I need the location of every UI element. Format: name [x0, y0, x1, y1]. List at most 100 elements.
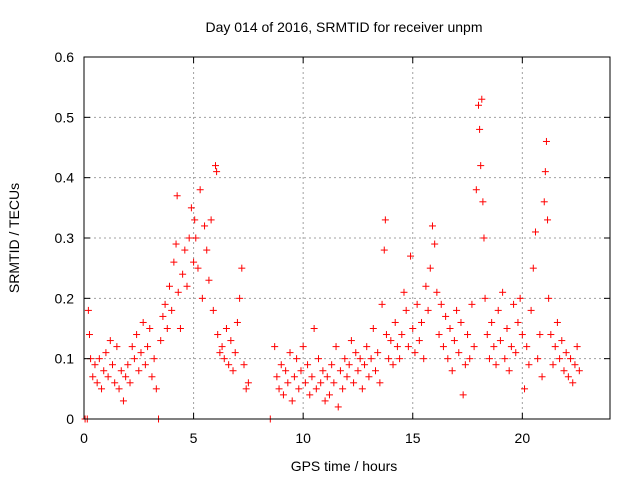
data-point — [279, 391, 287, 399]
data-point — [297, 367, 305, 375]
data-point — [371, 367, 379, 375]
data-point — [418, 318, 426, 326]
data-point — [354, 367, 362, 375]
data-point — [214, 331, 222, 339]
data-point — [516, 294, 524, 302]
data-point — [459, 391, 467, 399]
x-tick-label: 5 — [190, 430, 198, 446]
data-point — [367, 355, 375, 363]
data-point — [161, 300, 169, 308]
x-axis-ticks: 0 5 10 15 20 — [80, 57, 530, 446]
data-point — [130, 355, 138, 363]
data-point — [299, 343, 307, 351]
data-point — [271, 343, 279, 351]
data-point — [391, 318, 399, 326]
data-point — [205, 276, 213, 284]
data-point — [531, 228, 539, 236]
data-point — [428, 222, 436, 230]
data-point — [485, 355, 493, 363]
data-point — [472, 186, 480, 194]
data-point — [361, 361, 369, 369]
data-point — [203, 246, 211, 254]
data-point — [146, 325, 154, 332]
data-point — [163, 325, 171, 332]
data-point — [448, 367, 456, 375]
data-point — [538, 373, 546, 381]
data-point — [275, 385, 283, 393]
data-point — [117, 367, 125, 375]
data-point — [433, 288, 441, 296]
data-point — [190, 258, 198, 266]
data-point — [231, 349, 239, 357]
data-point — [556, 355, 564, 363]
data-point — [426, 264, 434, 272]
data-point — [128, 343, 136, 351]
data-point — [209, 306, 217, 314]
data-point — [172, 240, 180, 248]
data-point — [115, 385, 123, 393]
data-point — [553, 318, 561, 326]
data-point — [220, 355, 228, 363]
data-point — [236, 294, 244, 302]
data-point — [503, 325, 511, 332]
data-point — [321, 397, 329, 405]
data-point — [317, 379, 325, 387]
data-point — [104, 373, 112, 381]
chart-title: Day 014 of 2016, SRMTID for receiver unp… — [205, 19, 482, 35]
data-point — [119, 397, 127, 405]
data-point — [185, 234, 193, 242]
data-point — [315, 355, 323, 363]
data-point — [102, 349, 110, 357]
data-point — [542, 137, 550, 145]
data-point — [93, 379, 101, 387]
data-point — [505, 367, 513, 375]
data-point — [413, 300, 421, 308]
data-point — [325, 391, 333, 399]
data-point — [518, 331, 526, 339]
data-point — [558, 337, 566, 345]
data-point — [173, 192, 181, 200]
data-point — [144, 343, 152, 351]
data-point — [475, 101, 482, 109]
x-tick-label: 20 — [515, 430, 531, 446]
data-point — [525, 361, 533, 369]
data-point — [478, 95, 486, 103]
data-point — [98, 385, 106, 393]
data-point — [293, 355, 301, 363]
data-point — [534, 355, 542, 363]
data-point — [139, 318, 147, 326]
data-point — [507, 343, 515, 351]
y-tick-label: 0.3 — [55, 230, 75, 246]
data-point — [562, 349, 570, 357]
data-point — [218, 343, 226, 351]
data-point — [159, 312, 167, 320]
data-point — [499, 288, 507, 296]
data-point — [544, 216, 552, 224]
data-point — [437, 300, 445, 308]
data-point — [514, 318, 522, 326]
data-point — [212, 162, 219, 170]
data-point — [435, 331, 443, 339]
data-point — [381, 216, 389, 224]
data-point — [376, 379, 384, 387]
data-point — [343, 373, 351, 381]
data-point — [529, 264, 537, 272]
data-point — [521, 385, 529, 393]
data-point — [157, 337, 165, 345]
data-point — [244, 379, 252, 387]
data-point — [277, 361, 285, 369]
data-point — [225, 361, 233, 369]
data-point — [339, 385, 347, 393]
data-point — [207, 216, 215, 224]
data-point — [213, 168, 221, 176]
data-point — [336, 367, 344, 375]
y-tick-label: 0 — [66, 411, 74, 427]
data-point — [457, 318, 465, 326]
data-point — [466, 355, 474, 363]
x-axis-label: GPS time / hours — [291, 458, 398, 474]
data-point — [479, 198, 487, 206]
data-point — [494, 306, 502, 314]
data-point — [380, 246, 388, 254]
data-point — [304, 361, 312, 369]
